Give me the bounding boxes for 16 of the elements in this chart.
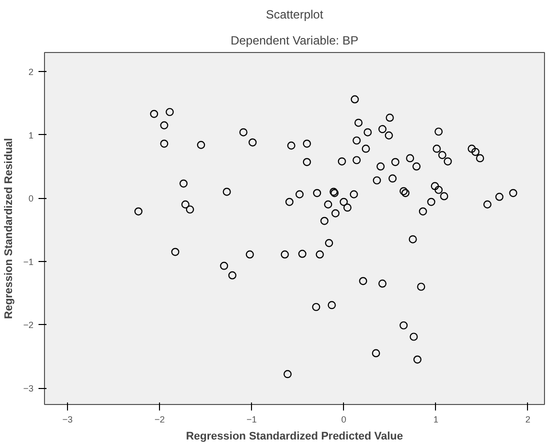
x-axis-title: Regression Standardized Predicted Value (186, 430, 404, 442)
y-tick-label: 2 (28, 66, 34, 77)
x-tick-label: 2 (525, 414, 530, 424)
chart-subtitle: Dependent Variable: BP (230, 34, 358, 48)
y-tick-label: 0 (28, 194, 34, 204)
x-tick-label: −1 (246, 414, 257, 424)
chart-title: Scatterplot (266, 8, 324, 22)
y-tick-label: −3 (23, 384, 34, 394)
y-tick-label: 1 (28, 130, 34, 140)
x-tick-label: −3 (62, 414, 73, 424)
y-tick-label: −1 (23, 256, 34, 267)
x-tick-label: −2 (154, 414, 165, 424)
x-tick-label: 0 (341, 414, 346, 424)
x-tick-label: 1 (433, 414, 438, 424)
y-tick-label: −2 (23, 320, 34, 330)
y-axis-title: Regression Standardized Residual (3, 138, 16, 319)
